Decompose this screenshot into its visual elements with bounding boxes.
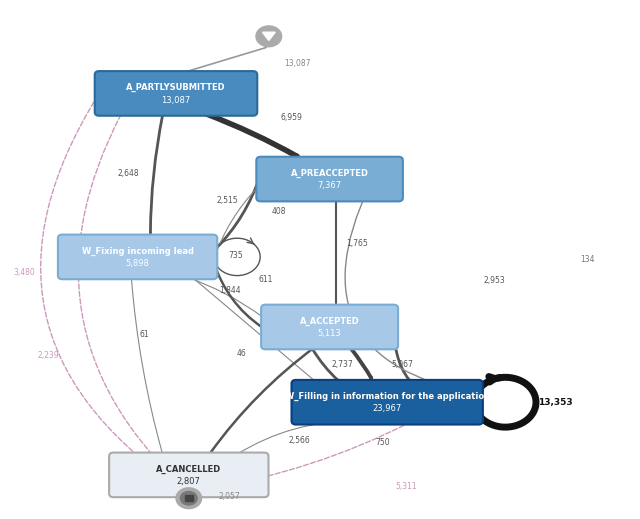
Text: 2,239: 2,239 xyxy=(37,351,59,360)
Circle shape xyxy=(180,491,197,505)
Text: 1,844: 1,844 xyxy=(220,286,241,295)
FancyArrowPatch shape xyxy=(345,186,476,394)
Text: 61: 61 xyxy=(140,330,150,339)
Text: 2,737: 2,737 xyxy=(332,360,353,369)
Text: 2,807: 2,807 xyxy=(177,477,201,486)
Text: 750: 750 xyxy=(376,438,390,447)
Text: 2,515: 2,515 xyxy=(216,196,238,205)
FancyArrowPatch shape xyxy=(186,277,262,317)
FancyArrowPatch shape xyxy=(209,422,410,488)
Text: A_PREACCEPTED: A_PREACCEPTED xyxy=(291,169,369,178)
Text: 2,566: 2,566 xyxy=(289,435,310,445)
Text: 13,087: 13,087 xyxy=(284,59,311,68)
Text: 5,311: 5,311 xyxy=(396,482,417,491)
FancyArrowPatch shape xyxy=(185,490,189,493)
Text: A_ACCEPTED: A_ACCEPTED xyxy=(300,317,360,326)
FancyArrowPatch shape xyxy=(214,262,261,326)
Text: A_PARTLYSUBMITTED: A_PARTLYSUBMITTED xyxy=(126,83,226,92)
FancyBboxPatch shape xyxy=(58,235,218,279)
FancyArrowPatch shape xyxy=(131,278,162,453)
Text: 735: 735 xyxy=(228,251,243,260)
Text: 7,367: 7,367 xyxy=(317,181,342,190)
FancyArrowPatch shape xyxy=(204,113,297,156)
Text: 134: 134 xyxy=(580,255,595,264)
FancyArrowPatch shape xyxy=(217,176,260,248)
Text: 2,057: 2,057 xyxy=(218,491,240,501)
Text: A_CANCELLED: A_CANCELLED xyxy=(156,465,221,474)
Text: 2,953: 2,953 xyxy=(484,276,506,285)
Text: 5,067: 5,067 xyxy=(391,360,413,369)
FancyBboxPatch shape xyxy=(292,380,483,425)
FancyArrowPatch shape xyxy=(214,187,258,260)
FancyArrowPatch shape xyxy=(211,347,315,452)
Text: 1,765: 1,765 xyxy=(346,239,368,249)
FancyBboxPatch shape xyxy=(261,305,398,349)
Text: 5,898: 5,898 xyxy=(125,259,150,268)
Text: 13,353: 13,353 xyxy=(538,398,572,407)
Text: 23,967: 23,967 xyxy=(372,404,402,414)
Polygon shape xyxy=(262,32,275,40)
FancyArrowPatch shape xyxy=(237,421,357,454)
FancyBboxPatch shape xyxy=(95,71,257,116)
FancyArrowPatch shape xyxy=(193,277,315,381)
FancyArrowPatch shape xyxy=(150,115,163,233)
Circle shape xyxy=(256,26,282,47)
FancyArrowPatch shape xyxy=(394,337,476,399)
Text: W_Filling in information for the application: W_Filling in information for the applica… xyxy=(285,392,490,401)
Circle shape xyxy=(176,488,202,509)
FancyBboxPatch shape xyxy=(256,157,403,201)
Text: 611: 611 xyxy=(259,275,273,284)
Text: 5,113: 5,113 xyxy=(317,329,342,338)
Text: 13,087: 13,087 xyxy=(161,95,191,105)
FancyArrowPatch shape xyxy=(312,348,337,380)
FancyBboxPatch shape xyxy=(109,453,269,497)
Text: 3,480: 3,480 xyxy=(13,268,35,277)
Text: 6,959: 6,959 xyxy=(280,113,302,122)
FancyArrowPatch shape xyxy=(79,115,182,486)
FancyArrowPatch shape xyxy=(180,48,266,74)
Bar xyxy=(185,495,193,501)
Text: 408: 408 xyxy=(271,207,285,216)
FancyArrowPatch shape xyxy=(351,348,371,378)
FancyArrowPatch shape xyxy=(41,96,178,487)
Text: 46: 46 xyxy=(237,349,247,359)
Text: W_Fixing incoming lead: W_Fixing incoming lead xyxy=(82,247,193,256)
Text: 2,648: 2,648 xyxy=(117,169,139,179)
